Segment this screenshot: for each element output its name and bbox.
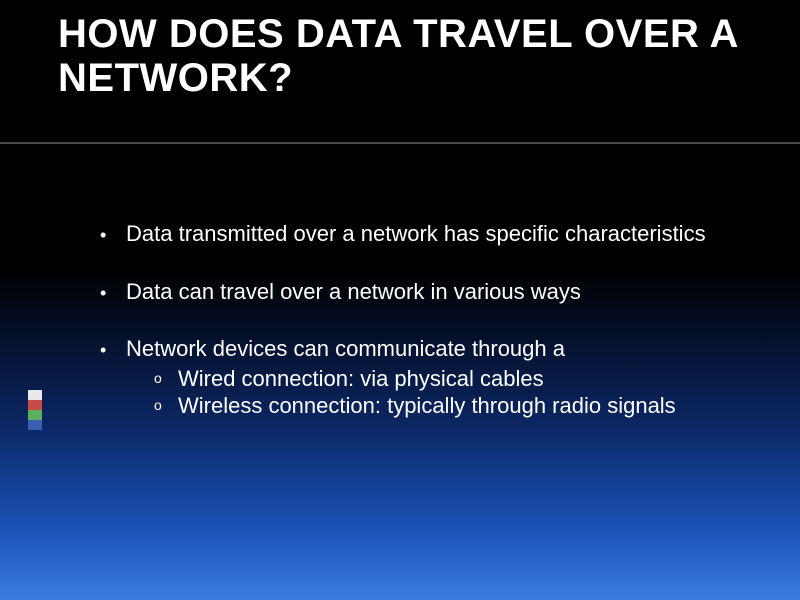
bullet-item: • Data transmitted over a network has sp…	[100, 220, 760, 248]
bullet-item: • Network devices can communicate throug…	[100, 335, 760, 420]
sub-bullet-text: Wireless connection: typically through r…	[178, 392, 760, 420]
bullet-item: • Data can travel over a network in vari…	[100, 278, 760, 306]
slide-title: HOW DOES DATA TRAVEL OVER A NETWORK?	[58, 12, 780, 100]
accent-seg-4	[28, 420, 42, 430]
accent-seg-2	[28, 400, 42, 410]
bullet-text: Data transmitted over a network has spec…	[126, 220, 760, 248]
slide: HOW DOES DATA TRAVEL OVER A NETWORK? • D…	[0, 0, 800, 600]
sub-bullet-list: o Wired connection: via physical cables …	[126, 365, 760, 420]
bullet-marker-icon: •	[100, 220, 126, 248]
sub-bullet-item: o Wireless connection: typically through…	[154, 392, 760, 420]
sub-bullet-item: o Wired connection: via physical cables	[154, 365, 760, 393]
title-underline	[0, 142, 800, 144]
accent-square-icon	[24, 50, 44, 70]
accent-seg-1	[28, 390, 42, 400]
title-area: HOW DOES DATA TRAVEL OVER A NETWORK?	[58, 12, 780, 100]
bullet-text: Data can travel over a network in variou…	[126, 278, 760, 306]
bullet-marker-icon: •	[100, 278, 126, 306]
accent-bar	[28, 0, 42, 600]
sub-bullet-text: Wired connection: via physical cables	[178, 365, 760, 393]
accent-seg-3	[28, 410, 42, 420]
accent-color-strip	[28, 390, 42, 430]
slide-body: • Data transmitted over a network has sp…	[100, 220, 760, 420]
bullet-marker-icon: •	[100, 335, 126, 420]
sub-marker-icon: o	[154, 365, 178, 393]
bullet-text: Network devices can communicate through …	[126, 336, 565, 361]
sub-marker-icon: o	[154, 392, 178, 420]
bullet-text-wrap: Network devices can communicate through …	[126, 335, 760, 420]
